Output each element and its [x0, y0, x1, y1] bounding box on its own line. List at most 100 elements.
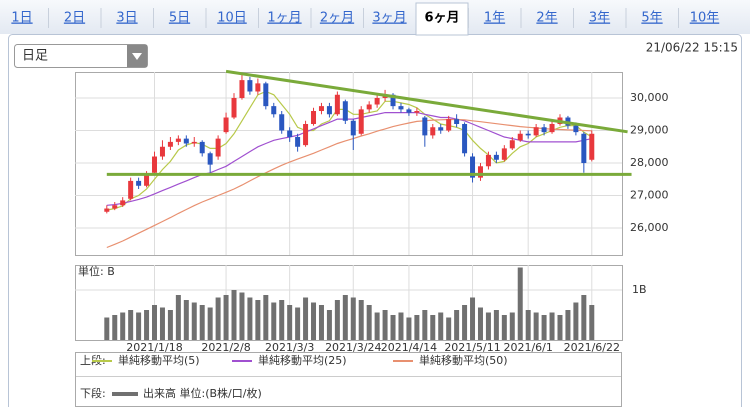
candle-body [175, 138, 181, 142]
x-tick-label: 2021/6/22 [564, 341, 620, 354]
x-tick-label: 2021/1/18 [126, 341, 182, 354]
x-tick-label: 2021/6/1 [503, 341, 552, 354]
candle-body [533, 127, 539, 136]
volume-bar [303, 297, 309, 340]
volume-bar [326, 310, 332, 340]
candle-body [541, 127, 547, 133]
volume-bar [295, 307, 301, 340]
tab[interactable]: 2年 [536, 11, 557, 26]
candle-body [485, 154, 491, 167]
y-tick-label: 1B [632, 283, 647, 296]
volume-bar [493, 310, 499, 340]
candle-body [350, 120, 356, 136]
volume-bar [159, 307, 165, 340]
candle-body [501, 148, 507, 160]
candle-body [454, 119, 460, 125]
legend-label: 出来高 単位:(B株/口/枚) [143, 386, 262, 400]
x-tick-label: 2021/3/3 [265, 341, 314, 354]
tab[interactable]: 1日 [11, 11, 32, 26]
volume-bar [438, 312, 444, 340]
timestamp: 21/06/22 15:15 [646, 41, 738, 55]
volume-bar [581, 295, 587, 340]
x-tick-label: 2021/5/11 [444, 341, 500, 354]
active-tab [415, 2, 469, 36]
tab-bar [0, 0, 750, 34]
volume-bar [589, 305, 595, 340]
volume-bar [414, 315, 420, 340]
candle-body [191, 141, 197, 144]
tab[interactable]: 10年 [690, 11, 720, 26]
candle-body [104, 208, 110, 212]
y-tick-label: 29,000 [630, 124, 669, 137]
candle-body [239, 80, 245, 99]
candle-body [470, 156, 476, 178]
candle-body [438, 127, 444, 131]
candle-body [589, 133, 595, 160]
candle-body [398, 106, 404, 110]
volume-bar [541, 315, 547, 340]
candle-body [279, 114, 285, 131]
volume-bar [470, 297, 476, 340]
tab[interactable]: 3ヶ月 [372, 11, 406, 26]
price-plot [75, 72, 623, 256]
candle-body [326, 106, 332, 115]
tab[interactable]: 6ヶ月 [424, 11, 459, 26]
volume-bar [382, 310, 388, 340]
volume-bar [191, 302, 197, 340]
moving-average-line [106, 112, 592, 206]
dropdown-arrow [132, 53, 142, 60]
candle-body [422, 117, 428, 136]
tab[interactable]: 5年 [641, 11, 662, 26]
candle-body [128, 180, 134, 199]
dropdown[interactable] [14, 44, 148, 68]
volume-bar [255, 300, 261, 340]
candle-body [462, 124, 468, 154]
moving-average-line [106, 118, 592, 249]
candle-body [255, 83, 261, 92]
tab[interactable]: 3日 [116, 11, 137, 26]
moving-average-line [106, 90, 593, 211]
volume-bar [311, 302, 317, 340]
volume-bar [318, 305, 324, 340]
legend-label: 単純移動平均(5) [118, 353, 200, 367]
candle-body [167, 141, 173, 147]
volume-bar [104, 317, 110, 340]
volume-bar [573, 302, 579, 340]
volume-bar [287, 305, 293, 340]
tab[interactable]: 3年 [589, 11, 610, 26]
volume-bar [199, 305, 205, 340]
tab[interactable]: 10日 [217, 11, 247, 26]
candle-body [342, 101, 348, 121]
volume-bar [462, 305, 468, 340]
candle-body [525, 133, 531, 136]
candle-body [493, 154, 499, 160]
volume-bar [136, 312, 142, 340]
candle-body [231, 98, 237, 118]
x-tick-label: 2021/3/24 [325, 341, 381, 354]
legend-box [75, 352, 622, 407]
tab[interactable]: 1年 [484, 11, 505, 26]
volume-bar [112, 315, 118, 340]
volume-bar [454, 310, 460, 340]
tab[interactable]: 1ヶ月 [267, 11, 301, 26]
volume-bar [223, 295, 229, 340]
volume-bar [271, 302, 277, 340]
y-tick-label: 28,000 [630, 156, 669, 169]
candle-body [311, 111, 317, 125]
candle-body [199, 141, 205, 154]
legend-label: 単純移動平均(25) [258, 353, 347, 367]
dropdown-label[interactable]: 日足 [22, 49, 48, 64]
candle-body [366, 104, 372, 110]
candle-body [446, 119, 452, 131]
candle-body [430, 127, 436, 136]
x-tick-label: 2021/4/14 [381, 341, 437, 354]
candle-body [152, 156, 158, 173]
candle-body [215, 138, 221, 157]
volume-bar [509, 312, 515, 340]
volume-bar [128, 310, 134, 340]
tab[interactable]: 2日 [64, 11, 85, 26]
tab[interactable]: 2ヶ月 [320, 11, 354, 26]
tab[interactable]: 5日 [169, 11, 190, 26]
volume-bar [358, 300, 364, 340]
volume-bar [477, 307, 483, 340]
